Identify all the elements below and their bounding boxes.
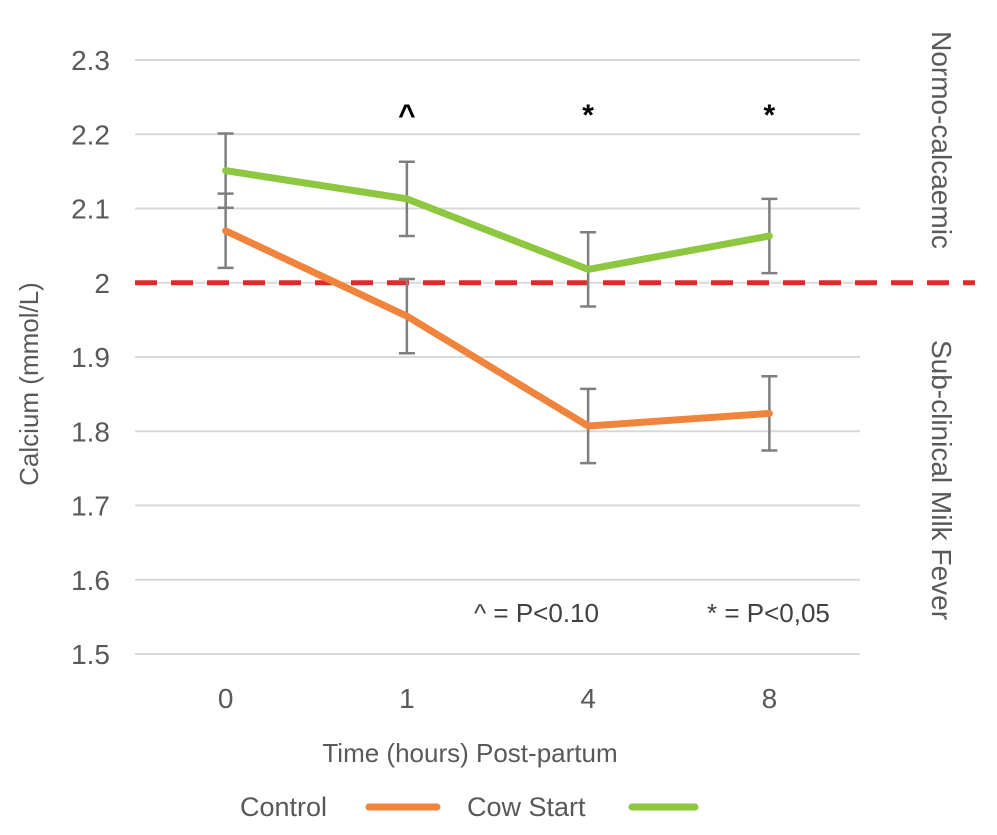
y-axis-ticks: 2.3 2.2 2.1 2 1.9 1.8 1.7 1.6 1.5 bbox=[71, 45, 110, 670]
series-line-control bbox=[222, 227, 773, 430]
p010-note: ^ = P<0.10 bbox=[474, 598, 599, 628]
series-lines bbox=[222, 167, 773, 430]
y-tick-label: 1.7 bbox=[71, 491, 110, 522]
y-tick-label: 2.1 bbox=[71, 194, 110, 225]
x-axis-title: Time (hours) Post-partum bbox=[322, 738, 617, 768]
series-line-cow-start bbox=[222, 167, 773, 273]
y-tick-label: 2.2 bbox=[71, 119, 110, 150]
x-tick-label: 1 bbox=[399, 683, 415, 714]
y-tick-label: 1.5 bbox=[71, 639, 110, 670]
y-axis-title: Calcium (mmol/L) bbox=[14, 282, 44, 486]
zone-lower-label: Sub-clinical Milk Fever bbox=[926, 340, 957, 620]
y-tick-label: 2 bbox=[94, 268, 110, 299]
x-tick-label: 4 bbox=[580, 683, 596, 714]
legend-label-cow-start: Cow Start bbox=[467, 792, 586, 822]
significance-marker: ^ bbox=[398, 99, 416, 132]
legend: Control Cow Start bbox=[240, 792, 699, 822]
x-tick-label: 8 bbox=[762, 683, 778, 714]
significance-marker: * bbox=[764, 99, 776, 132]
legend-label-control: Control bbox=[240, 792, 327, 822]
gridlines bbox=[135, 59, 860, 655]
x-axis-ticks: 0 1 4 8 bbox=[218, 683, 777, 714]
y-tick-label: 1.9 bbox=[71, 342, 110, 373]
y-tick-label: 1.6 bbox=[71, 565, 110, 596]
significance-markers: ^ * * bbox=[398, 99, 775, 132]
y-tick-label: 1.8 bbox=[71, 416, 110, 447]
p005-note: * = P<0,05 bbox=[707, 598, 830, 628]
x-tick-label: 0 bbox=[218, 683, 234, 714]
significance-marker: * bbox=[582, 99, 594, 132]
y-tick-label: 2.3 bbox=[71, 45, 110, 76]
zone-upper-label: Normo-calcaemic bbox=[926, 31, 957, 249]
